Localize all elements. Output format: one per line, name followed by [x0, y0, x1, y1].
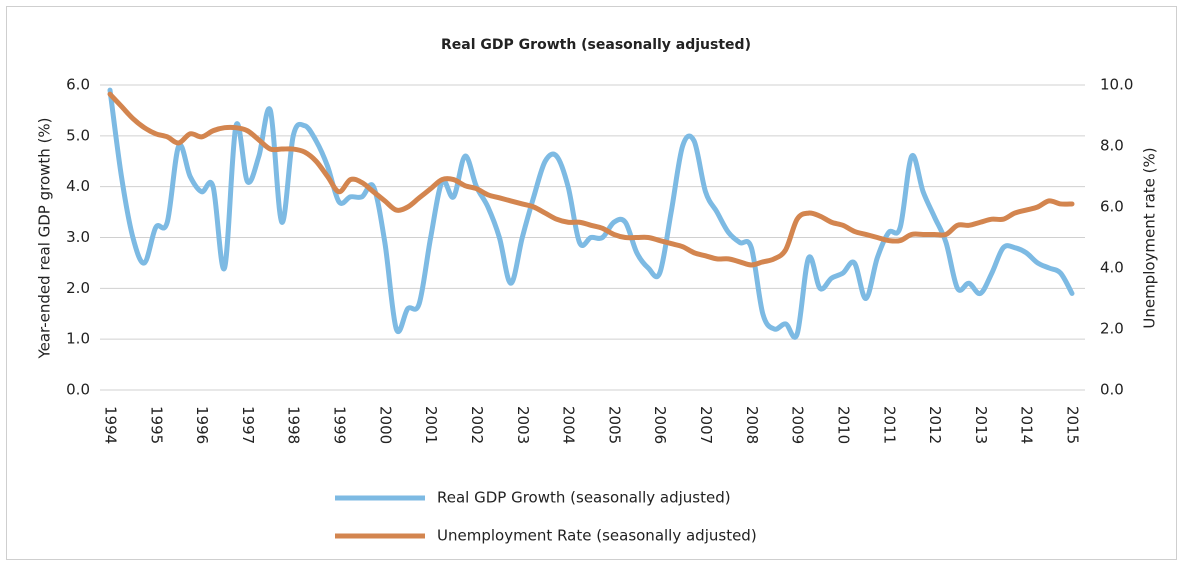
y2-tick-label: 4.0 — [1100, 259, 1124, 277]
x-tick-label: 2001 — [422, 406, 440, 444]
x-tick-label: 2014 — [1018, 406, 1036, 444]
chart-frame — [6, 6, 1177, 560]
y-axis-label: Year-ended real GDP growth (%) — [36, 117, 54, 359]
y-tick-label: 1.0 — [66, 330, 90, 348]
x-tick-label: 2015 — [1064, 406, 1082, 444]
x-tick-label: 1998 — [285, 406, 303, 444]
x-tick-label: 1995 — [147, 406, 165, 444]
series-line — [107, 87, 1075, 340]
x-tick-label: 1999 — [331, 406, 349, 444]
y-tick-label: 2.0 — [66, 279, 90, 297]
x-tick-label: 2010 — [834, 406, 852, 444]
x-tick-label: 2013 — [972, 406, 990, 444]
x-tick-label: 1994 — [102, 406, 120, 444]
y-tick-label: 4.0 — [66, 177, 90, 195]
x-tick-label: 2005 — [605, 406, 623, 444]
y2-tick-label: 0.0 — [1100, 381, 1124, 399]
y2-tick-label: 8.0 — [1100, 137, 1124, 155]
series-line — [107, 91, 1075, 268]
x-tick-label: 2006 — [651, 406, 669, 444]
legend-label: Real GDP Growth (seasonally adjusted) — [437, 489, 731, 507]
y2-tick-label: 6.0 — [1100, 198, 1124, 216]
y-tick-label: 5.0 — [66, 126, 90, 144]
x-tick-label: 2002 — [468, 406, 486, 444]
x-tick-label: 2000 — [376, 406, 394, 444]
x-tick-label: 1997 — [239, 406, 257, 444]
chart-title: Real GDP Growth (seasonally adjusted) — [441, 37, 751, 53]
y2-tick-label: 10.0 — [1100, 76, 1133, 94]
x-tick-label: 2007 — [697, 406, 715, 444]
legend-label: Unemployment Rate (seasonally adjusted) — [437, 527, 757, 545]
y-tick-label: 0.0 — [66, 381, 90, 399]
x-tick-label: 2009 — [789, 406, 807, 444]
y2-tick-label: 2.0 — [1100, 320, 1124, 338]
x-tick-label: 2003 — [514, 406, 532, 444]
x-tick-label: 2012 — [926, 406, 944, 444]
x-tick-label: 2008 — [743, 406, 761, 444]
y2-axis-label: Unemployment rate (%) — [1141, 147, 1159, 328]
y-tick-label: 6.0 — [66, 76, 90, 94]
x-tick-label: 1996 — [193, 406, 211, 444]
y-tick-label: 3.0 — [66, 228, 90, 246]
x-tick-label: 2011 — [880, 406, 898, 444]
x-tick-label: 2004 — [560, 406, 578, 444]
